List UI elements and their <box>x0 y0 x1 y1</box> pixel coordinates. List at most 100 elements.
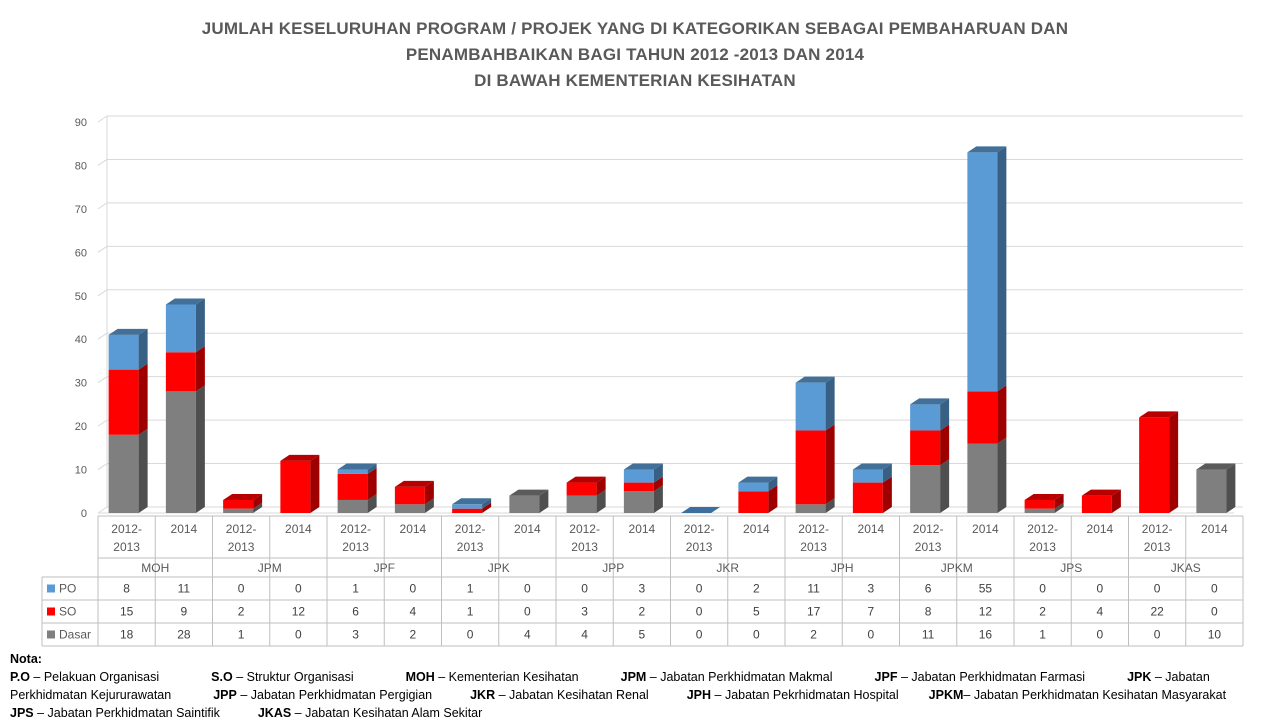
bar-dasar-side <box>825 498 835 513</box>
data-label: 1 <box>467 582 474 596</box>
bar-po-side <box>138 328 148 370</box>
x-sub-label: 2013 <box>686 540 713 554</box>
data-label: 3 <box>352 628 359 642</box>
note-item: S.O – Struktur Organisasi <box>211 670 353 684</box>
note-abbr: JKR <box>470 688 496 702</box>
gridline-diag <box>97 376 108 384</box>
note-abbr: JPP <box>213 688 237 702</box>
bar-top-face <box>738 476 778 483</box>
note-item: JPKM– Jabatan Perkhidmatan Kesihatan Mas… <box>929 688 1226 702</box>
bar-so-side <box>1169 411 1179 513</box>
x-sub-label: 2013 <box>915 540 942 554</box>
note-desc: – Struktur Organisasi <box>232 670 354 684</box>
bar-so-segment <box>623 482 654 492</box>
x-sub-label: 2013 <box>571 540 598 554</box>
data-label: 16 <box>979 628 993 642</box>
bar-dasar-segment <box>910 465 941 513</box>
data-label: 11 <box>178 582 191 596</box>
bar-so-side <box>138 363 148 435</box>
bar-so-segment <box>566 482 597 496</box>
data-label: 0 <box>581 582 588 596</box>
note-item: P.O – Pelakuan Organisasi <box>10 670 159 684</box>
gridline-diag <box>97 463 108 470</box>
bar-po-segment <box>623 469 654 483</box>
note-item: Perkhidmatan Kejururawatan <box>10 688 171 702</box>
data-label: 2 <box>410 628 417 642</box>
bar-po-side <box>482 498 492 509</box>
bar-top-face <box>337 463 377 470</box>
bar-dasar-segment <box>1024 508 1055 513</box>
data-label: 17 <box>807 605 821 619</box>
data-label: 0 <box>696 605 703 619</box>
bar-so-segment <box>108 369 139 435</box>
bar-so-side <box>367 467 377 500</box>
legend-label-dasar: Dasar <box>59 628 91 642</box>
bar-po-side <box>940 398 950 431</box>
bar-so-segment <box>223 499 254 509</box>
data-label: 0 <box>868 628 875 642</box>
note-desc: – Jabatan Kesihatan Alam Sekitar <box>291 706 483 720</box>
bar-dasar-side <box>367 493 377 513</box>
bar-dasar-segment <box>337 499 368 513</box>
bar-top-face <box>280 454 320 461</box>
bar-so-segment <box>1139 417 1170 513</box>
x-sub-label: 2012- <box>684 522 715 536</box>
x-sub-label: 2014 <box>858 522 885 536</box>
bar-dasar-side <box>138 428 148 513</box>
note-item: JKAS – Jabatan Kesihatan Alam Sekitar <box>258 706 482 720</box>
note-item: JPM – Jabatan Perkhidmatan Makmal <box>621 670 833 684</box>
data-label: 2 <box>639 605 646 619</box>
bar-so-side <box>424 480 434 505</box>
bar-dasar-side <box>424 498 434 513</box>
data-label: 5 <box>639 628 646 642</box>
note-abbr: MOH <box>405 670 435 684</box>
data-label: 0 <box>295 628 302 642</box>
data-label: 10 <box>1208 628 1222 642</box>
note-abbr: P.O <box>10 670 30 684</box>
bar-so-side <box>195 346 205 392</box>
note-desc: – Jabatan Perkhidmatan Kesihatan Masyara… <box>963 688 1227 702</box>
bar-so-side <box>997 385 1007 444</box>
bar-po-segment <box>337 469 368 474</box>
bar-top-face <box>165 298 205 305</box>
data-label: 1 <box>1039 628 1046 642</box>
x-sub-label: 2012- <box>569 522 600 536</box>
bar-po-side <box>653 463 663 483</box>
data-label: 8 <box>123 582 130 596</box>
bar-po-segment <box>108 334 139 370</box>
data-label: 28 <box>177 628 191 642</box>
data-label: 9 <box>181 605 188 619</box>
bar-so-segment <box>967 391 998 444</box>
y-tick-label: 20 <box>75 421 87 433</box>
bar-dasar-segment <box>623 491 654 513</box>
data-label: 2 <box>1039 605 1046 619</box>
bar-dasar-side <box>997 437 1007 513</box>
y-tick-label: 0 <box>81 508 87 520</box>
bar-so-side <box>1054 493 1064 509</box>
bar-so-segment <box>1024 499 1055 509</box>
bar-dasar-side <box>653 485 663 513</box>
x-sub-label: 2014 <box>743 522 770 536</box>
x-group-label: JPS <box>1060 561 1082 575</box>
note-desc: – Jabatan Perkhidmatan Makmal <box>646 670 833 684</box>
note-abbr: JPM <box>620 670 647 684</box>
chart-title-line-2: PENAMBAHBAIKAN BAGI TAHUN 2012 -2013 DAN… <box>405 45 865 64</box>
note-item: JKR – Jabatan Kesihatan Renal <box>470 688 649 702</box>
data-label: 12 <box>292 605 306 619</box>
bar-po-side <box>367 463 377 474</box>
x-sub-label: 2014 <box>972 522 999 536</box>
data-label: 2 <box>810 628 817 642</box>
bar-dasar-segment <box>223 508 254 513</box>
bar-dasar-segment <box>165 391 196 513</box>
bar-so-side <box>825 424 835 505</box>
x-sub-label: 2014 <box>171 522 198 536</box>
bar-zero-face <box>681 507 721 513</box>
note-desc: – Jabatan <box>1151 670 1210 684</box>
bar-so-side <box>310 454 320 513</box>
note-abbr: JPF <box>874 670 898 684</box>
bar-dasar-side <box>1054 502 1064 513</box>
notes-line: P.O – Pelakuan Organisasi S.O – Struktur … <box>10 668 1275 686</box>
bar-top-face <box>910 398 950 405</box>
data-label: 0 <box>696 628 703 642</box>
x-group-label: JPM <box>258 561 282 575</box>
